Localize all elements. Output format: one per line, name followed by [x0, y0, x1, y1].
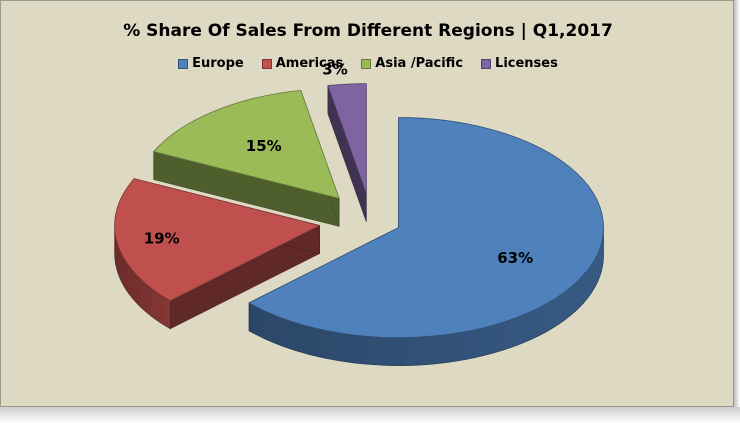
- pie-slice-asia-pacific: [152, 89, 340, 227]
- legend-label-europe: Europe: [192, 56, 244, 71]
- data-label-licenses: 3%: [322, 61, 347, 79]
- pie-slice-licenses: [327, 83, 367, 222]
- legend-swatch-asia-pacific: [361, 58, 372, 69]
- window-edge-shadow: [734, 0, 740, 423]
- legend-label-americas: Americas: [275, 56, 344, 71]
- chart-area: % Share Of Sales From Different Regions …: [0, 0, 734, 407]
- pie-chart: 63% 19% 15% 3%: [114, 61, 604, 366]
- legend-swatch-europe: [178, 58, 189, 69]
- pie-slice-americas: [114, 178, 321, 330]
- data-label-europe: 63%: [497, 249, 533, 267]
- legend-item-licenses: Licenses: [481, 56, 558, 71]
- pie-slice-europe: [248, 117, 604, 366]
- pie-slice-licenses-top: [327, 83, 367, 194]
- data-label-americas: 19%: [144, 229, 180, 247]
- legend: Europe Americas Asia /Pacific Licenses: [1, 56, 735, 71]
- chart-title: % Share Of Sales From Different Regions …: [123, 21, 613, 41]
- legend-label-asia-pacific: Asia /Pacific: [375, 56, 464, 71]
- legend-item-americas: Americas: [261, 56, 344, 71]
- legend-swatch-americas: [261, 58, 272, 69]
- legend-item-europe: Europe: [178, 56, 244, 71]
- pie-slice-europe-top: [248, 117, 604, 338]
- legend-label-licenses: Licenses: [495, 56, 558, 71]
- window-bottom-shadow: [0, 407, 740, 423]
- legend-item-asia-pacific: Asia /Pacific: [361, 56, 463, 71]
- legend-swatch-licenses: [481, 58, 492, 69]
- pie-slice-americas-top: [114, 178, 321, 302]
- pie-slice-asia-pacific-top: [152, 89, 340, 199]
- data-label-asia-pacific: 15%: [246, 137, 282, 155]
